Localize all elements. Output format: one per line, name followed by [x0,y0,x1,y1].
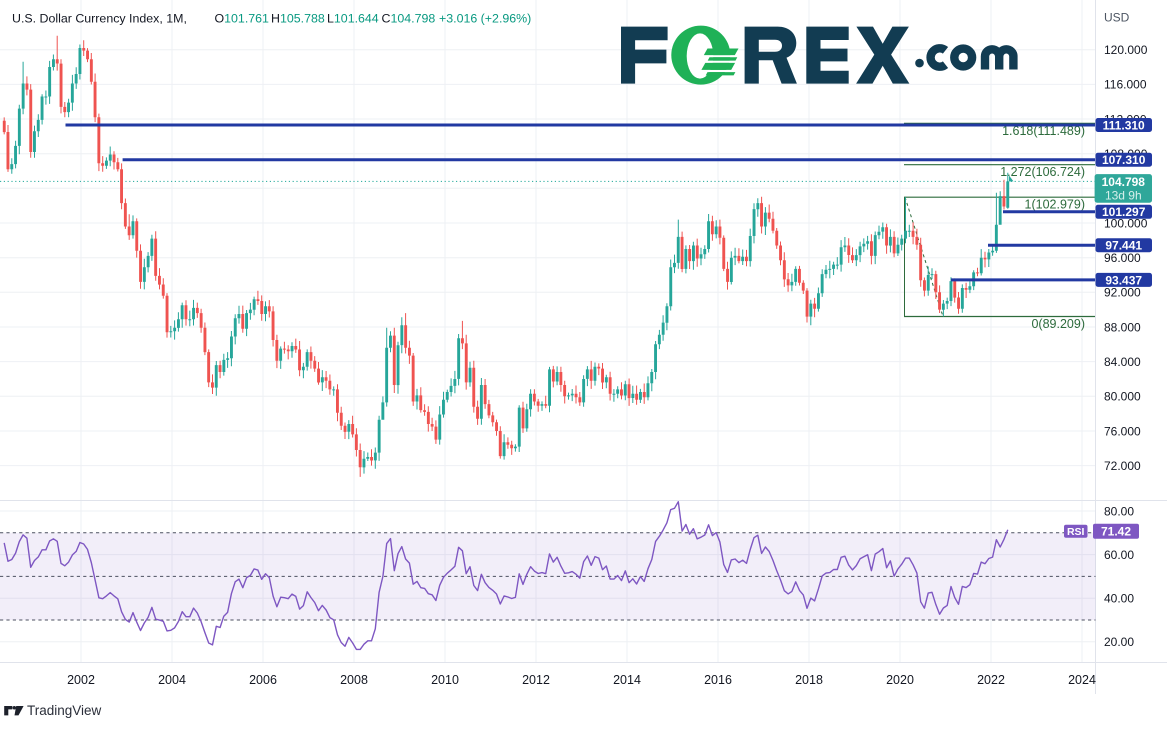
svg-text:1(102.979): 1(102.979) [1025,198,1085,212]
svg-text:60.00: 60.00 [1104,548,1134,562]
svg-text:C104.798: C104.798 [382,12,436,26]
svg-text:2008: 2008 [340,673,368,687]
svg-text:2010: 2010 [431,673,459,687]
svg-text:2020: 2020 [886,673,914,687]
svg-text:2014: 2014 [613,673,641,687]
svg-text:2002: 2002 [67,673,95,687]
svg-text:72.000: 72.000 [1104,459,1141,473]
svg-text:L101.644: L101.644 [327,12,379,26]
svg-text:96.000: 96.000 [1104,251,1141,265]
svg-text:TradingView: TradingView [27,703,102,718]
svg-text:2006: 2006 [249,673,277,687]
svg-text:RSI: RSI [1067,526,1085,538]
svg-text:1.272(106.724): 1.272(106.724) [1000,165,1085,179]
svg-text:107.310: 107.310 [1102,153,1146,167]
svg-text:2004: 2004 [158,673,186,687]
svg-text:U.S. Dollar Currency Index, 1M: U.S. Dollar Currency Index, 1M, [12,12,187,26]
svg-text:76.000: 76.000 [1104,424,1141,438]
svg-text:116.000: 116.000 [1104,78,1147,92]
svg-text:O101.761: O101.761 [215,12,270,26]
svg-text:101.297: 101.297 [1102,205,1146,219]
svg-text:+3.016 (+2.96%): +3.016 (+2.96%) [439,12,531,26]
svg-text:97.441: 97.441 [1105,239,1142,253]
svg-text:2016: 2016 [704,673,732,687]
svg-text:13d 9h: 13d 9h [1105,189,1142,203]
svg-text:80.00: 80.00 [1104,504,1134,518]
svg-text:2022: 2022 [977,673,1005,687]
svg-text:93.437: 93.437 [1105,273,1142,287]
svg-text:0(89.209): 0(89.209) [1031,317,1085,331]
svg-text:84.000: 84.000 [1104,355,1141,369]
svg-text:2024: 2024 [1068,673,1096,687]
svg-text:80.000: 80.000 [1104,390,1141,404]
svg-text:120.000: 120.000 [1104,43,1148,57]
svg-text:92.000: 92.000 [1104,286,1141,300]
svg-text:40.00: 40.00 [1104,592,1134,606]
svg-text:H105.788: H105.788 [271,12,325,26]
svg-text:104.798: 104.798 [1102,175,1146,189]
svg-text:88.000: 88.000 [1104,320,1141,334]
svg-text:2018: 2018 [795,673,823,687]
svg-text:71.42: 71.42 [1101,524,1131,538]
svg-text:100.000: 100.000 [1104,216,1148,230]
svg-text:1.618(111.489): 1.618(111.489) [1002,124,1085,138]
svg-text:111.310: 111.310 [1103,118,1145,132]
svg-text:20.00: 20.00 [1104,635,1134,649]
svg-text:2012: 2012 [522,673,550,687]
svg-text:USD: USD [1104,11,1130,25]
